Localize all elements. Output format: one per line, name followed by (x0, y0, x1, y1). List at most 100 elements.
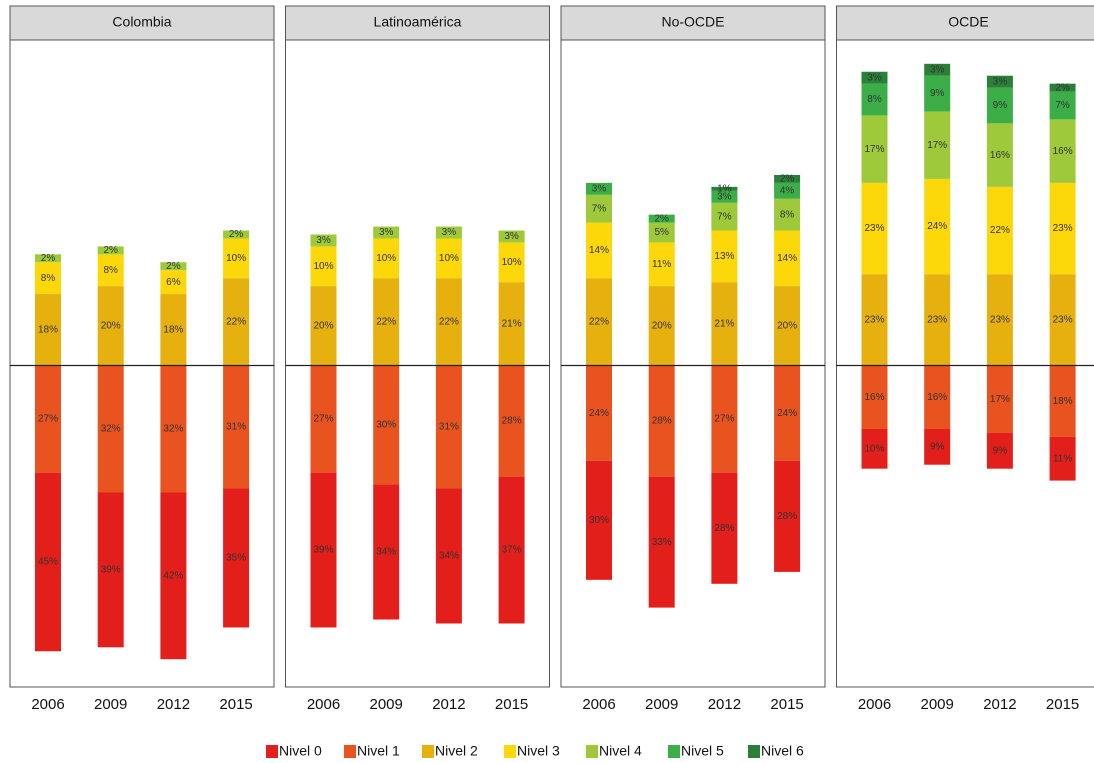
data-label: 13% (714, 251, 734, 262)
data-label: 2% (229, 229, 244, 240)
bar-segment (711, 365, 738, 473)
data-label: 21% (714, 318, 734, 329)
bar-segment (435, 365, 462, 489)
data-label: 17% (927, 140, 947, 151)
data-label: 8% (41, 273, 56, 284)
data-label: 4% (780, 185, 795, 196)
bar-segment (648, 214, 675, 223)
bar-segment (373, 484, 400, 620)
data-label: 8% (103, 265, 118, 276)
bar-segment (986, 123, 1013, 187)
facet-title: No-OCDE (661, 14, 724, 30)
data-label: 2% (166, 261, 181, 272)
data-label: 2% (780, 174, 795, 185)
data-label: 23% (864, 314, 884, 325)
x-tick-label: 2012 (708, 696, 741, 713)
bar-segment (97, 246, 124, 255)
data-label: 7% (717, 211, 732, 222)
data-label: 23% (1053, 314, 1073, 325)
bar-segment (711, 230, 738, 283)
legend-swatch (668, 745, 680, 758)
data-label: 31% (439, 422, 459, 433)
bar-segment (924, 274, 951, 366)
data-label: 17% (864, 144, 884, 155)
bar-segment (373, 238, 400, 279)
data-label: 10% (502, 257, 522, 268)
bar-segment (586, 365, 612, 461)
bar-segment (648, 286, 675, 366)
data-label: 24% (927, 221, 947, 232)
facet-strip (285, 5, 550, 41)
data-label: 31% (226, 422, 246, 433)
data-label: 3% (930, 64, 945, 75)
bar-segment (35, 262, 61, 295)
bar-segment (498, 230, 525, 243)
data-label: 27% (313, 414, 333, 425)
data-label: 3% (442, 227, 457, 238)
bar-segment (223, 365, 250, 489)
data-label: 24% (777, 408, 797, 419)
data-label: 28% (652, 416, 672, 427)
legend-swatch (748, 745, 760, 758)
facet-title: Colombia (112, 14, 171, 30)
data-label: 1% (717, 183, 732, 194)
data-label: 10% (439, 253, 459, 264)
bar-segment (498, 365, 525, 477)
data-label: 3% (717, 191, 732, 202)
bar-segment (924, 75, 951, 112)
bar-segment (711, 190, 738, 203)
x-tick-label: 2015 (770, 696, 803, 713)
x-tick-label: 2009 (94, 696, 127, 713)
legend-label: Nivel 4 (599, 743, 642, 759)
bar-segment (774, 174, 801, 183)
legend-swatch (504, 745, 516, 758)
legend-label: Nivel 5 (681, 743, 724, 759)
bar-segment (97, 286, 124, 366)
x-tick-label: 2009 (370, 696, 403, 713)
data-label: 7% (592, 203, 607, 214)
bar-segment (1049, 91, 1076, 120)
data-label: 11% (1053, 453, 1072, 464)
bar-segment (586, 460, 612, 580)
bar-segment (310, 365, 337, 473)
data-label: 22% (990, 225, 1010, 236)
bar-segment (373, 365, 400, 485)
data-label: 22% (589, 316, 609, 327)
data-label: 45% (38, 557, 58, 568)
bar-segment (373, 226, 400, 239)
data-label: 33% (652, 537, 672, 548)
bar-segment (711, 186, 738, 191)
legend-label: Nivel 1 (357, 743, 400, 759)
bar-segment (435, 278, 462, 366)
bar-segment (1049, 274, 1076, 366)
data-label: 9% (993, 445, 1008, 456)
bar-segment (861, 71, 888, 84)
bar-segment (586, 278, 612, 366)
data-label: 5% (654, 227, 669, 238)
data-label: 11% (652, 259, 671, 270)
legend-label: Nivel 3 (517, 743, 560, 759)
x-tick-label: 2012 (157, 696, 190, 713)
bar-segment (310, 286, 337, 366)
bar-segment (924, 365, 951, 429)
data-label: 2% (654, 213, 669, 224)
data-label: 16% (1053, 146, 1073, 157)
data-label: 39% (313, 545, 333, 556)
data-label: 20% (313, 320, 333, 331)
data-label: 32% (101, 424, 121, 435)
data-label: 20% (777, 320, 797, 331)
facet-strip (9, 5, 275, 41)
legend-label: Nivel 0 (279, 743, 322, 759)
data-label: 27% (38, 414, 58, 425)
data-label: 34% (439, 551, 459, 562)
data-label: 28% (714, 523, 734, 534)
x-tick-label: 2006 (858, 696, 891, 713)
bar-segment (310, 246, 337, 287)
bar-segment (986, 274, 1013, 366)
bar-segment (774, 460, 801, 572)
bar-segment (160, 270, 187, 295)
facet-strip (560, 5, 826, 41)
bar-segment (373, 278, 400, 366)
bar-segment (1049, 365, 1076, 437)
